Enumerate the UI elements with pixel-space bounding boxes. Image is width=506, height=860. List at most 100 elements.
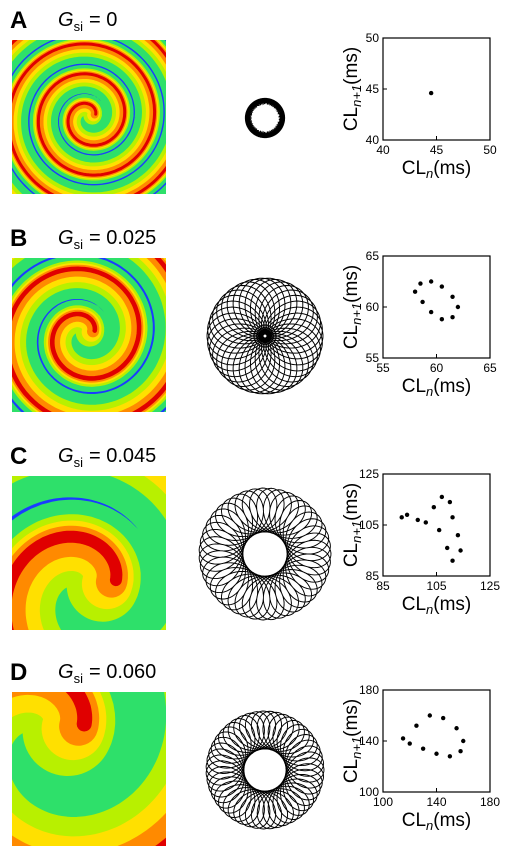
y-tick-label: 140 xyxy=(359,734,379,748)
x-axis-label: CLn(ms) xyxy=(402,810,472,833)
x-tick-label: 50 xyxy=(483,143,497,157)
x-tick-label: 105 xyxy=(426,579,446,593)
point xyxy=(461,738,466,744)
point xyxy=(415,517,420,523)
x-tick-label: 180 xyxy=(480,795,500,809)
point xyxy=(455,304,461,310)
tip-trajectory xyxy=(198,487,332,621)
point xyxy=(420,299,425,305)
label-sub: n+1 xyxy=(349,303,364,325)
point xyxy=(427,713,433,718)
point xyxy=(440,715,446,721)
plot-frame xyxy=(382,689,491,793)
panel: D Gsi = 0.060 100 140 180 100 140 180 CLn(ms) CLn+… xyxy=(10,659,500,846)
point xyxy=(454,726,459,731)
point xyxy=(458,548,463,553)
x-tick-label: 85 xyxy=(376,579,390,593)
point xyxy=(439,317,445,322)
label-base: CL xyxy=(402,594,426,615)
y-tick-label: 60 xyxy=(366,300,380,314)
param-value: = 0.060 xyxy=(89,661,156,683)
label-sub: n xyxy=(426,166,433,181)
simulation-image xyxy=(12,476,166,630)
x-axis-label: CLn(ms) xyxy=(402,376,472,399)
y-tick-label: 40 xyxy=(366,133,380,147)
x-axis-label: CLn(ms) xyxy=(402,594,472,617)
point xyxy=(436,527,442,533)
point xyxy=(423,520,428,525)
plot-frame xyxy=(382,473,491,577)
y-tick-label: 50 xyxy=(366,31,380,45)
y-tick-label: 105 xyxy=(359,518,379,532)
point xyxy=(439,494,445,500)
simulation-image xyxy=(12,40,166,194)
plot-frame xyxy=(382,37,491,141)
point xyxy=(412,289,418,294)
param-symbol: G xyxy=(58,9,74,31)
point xyxy=(399,515,404,520)
y-tick-label: 125 xyxy=(359,467,379,481)
param-sub: si xyxy=(74,19,84,34)
label-sub: n+1 xyxy=(349,521,364,543)
y-axis-label: CLn+1(ms) xyxy=(341,699,364,783)
label-unit: (ms) xyxy=(341,47,362,85)
parameter-label: Gsi = 0 xyxy=(58,9,117,34)
x-tick-label: 100 xyxy=(373,795,393,809)
parameter-label: Gsi = 0.045 xyxy=(58,445,156,470)
tip-trajectory xyxy=(205,710,325,830)
simulation-image xyxy=(12,692,166,846)
label-base: CL xyxy=(341,325,362,349)
x-tick-label: 140 xyxy=(426,795,446,809)
x-tick-label: 60 xyxy=(430,361,444,375)
label-base: CL xyxy=(402,376,426,397)
plot-frame xyxy=(382,255,491,359)
param-sub: si xyxy=(74,671,84,686)
y-tick-label: 100 xyxy=(359,785,379,799)
y-axis-label: CLn+1(ms) xyxy=(341,47,364,131)
param-symbol: G xyxy=(58,445,74,467)
label-unit: (ms) xyxy=(341,265,362,303)
x-tick-label: 65 xyxy=(483,361,497,375)
spiral-band xyxy=(12,40,166,194)
tip-trajectory xyxy=(206,277,324,395)
param-value: = 0.025 xyxy=(89,227,156,249)
label-unit: (ms) xyxy=(433,810,471,831)
param-value: = 0 xyxy=(89,9,117,31)
param-sub: si xyxy=(74,237,84,252)
label-unit: (ms) xyxy=(433,376,471,397)
point xyxy=(404,512,410,517)
label-unit: (ms) xyxy=(341,483,362,521)
point xyxy=(407,741,412,746)
spiral-band xyxy=(12,530,123,630)
label-unit: (ms) xyxy=(433,594,471,615)
tip-trajectory xyxy=(244,97,286,139)
simulation-image xyxy=(12,258,166,412)
panel-label: B xyxy=(10,225,27,252)
param-symbol: G xyxy=(58,661,74,683)
y-tick-label: 180 xyxy=(359,683,379,697)
y-tick-label: 65 xyxy=(366,249,380,263)
label-sub: n xyxy=(426,384,433,399)
spiral-band xyxy=(12,258,166,412)
x-tick-label: 125 xyxy=(480,579,500,593)
point xyxy=(428,279,434,284)
x-tick-label: 40 xyxy=(376,143,390,157)
point xyxy=(450,558,455,563)
param-value: = 0.045 xyxy=(89,445,156,467)
label-sub: n+1 xyxy=(349,85,364,107)
panel-label: C xyxy=(10,443,27,470)
panel-label: D xyxy=(10,659,27,686)
point xyxy=(450,515,455,520)
label-sub: n+1 xyxy=(349,737,364,759)
point xyxy=(428,90,434,96)
point xyxy=(418,281,423,286)
y-axis-label: CLn+1(ms) xyxy=(341,483,364,567)
y-axis-label: CLn+1(ms) xyxy=(341,265,364,349)
param-symbol: G xyxy=(58,227,74,249)
point xyxy=(450,315,455,320)
x-axis-label: CLn(ms) xyxy=(402,158,472,181)
panel-label: A xyxy=(10,7,27,34)
